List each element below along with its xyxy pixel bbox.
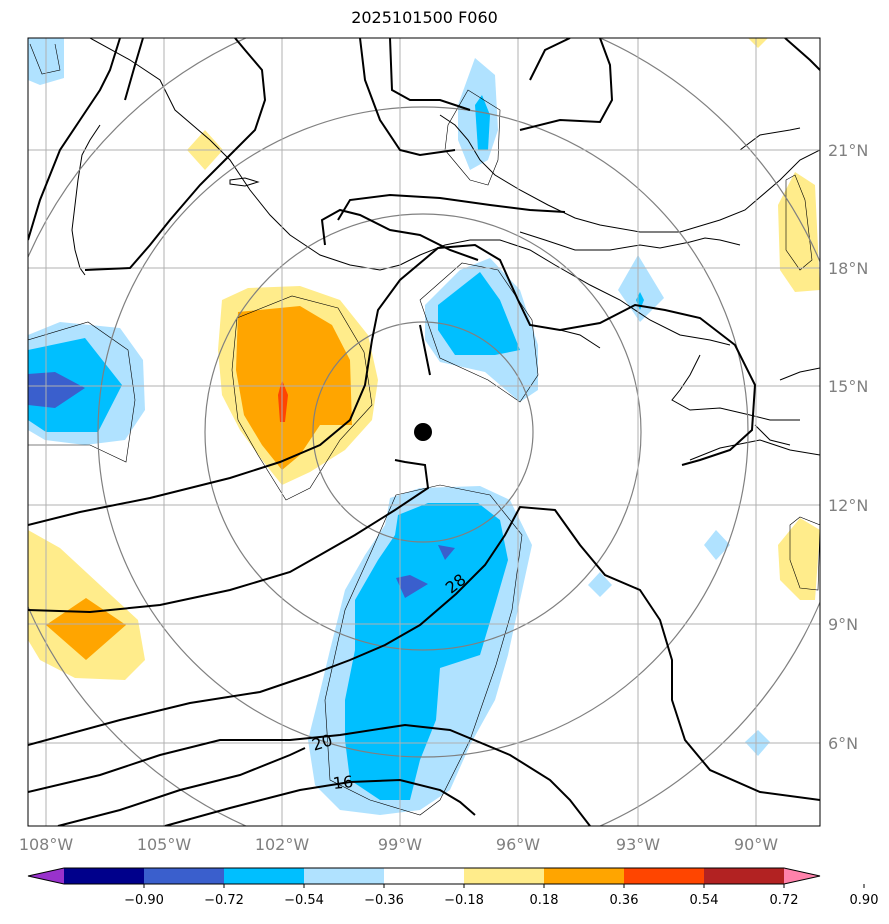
gridlines — [28, 38, 820, 826]
lon-label: 105°W — [137, 835, 192, 854]
map-area: 28 20 16 — [28, 38, 820, 826]
latitude-labels: 21°N 18°N 15°N 12°N 9°N 6°N — [828, 141, 868, 753]
lat-label: 15°N — [828, 377, 868, 396]
lat-label: 21°N — [828, 141, 868, 160]
colorbar-tick-label: −0.54 — [284, 893, 324, 908]
lat-label: 6°N — [828, 734, 858, 753]
contour-labels: 28 20 16 — [310, 570, 470, 793]
colorbar-tick-label: −0.18 — [444, 893, 484, 908]
contour-label-16: 16 — [332, 772, 354, 793]
colorbar-tick-label: −0.72 — [204, 893, 244, 908]
lon-label: 108°W — [19, 835, 74, 854]
lon-label: 93°W — [616, 835, 660, 854]
lon-label: 96°W — [496, 835, 540, 854]
colorbar: −0.90 −0.72 −0.54 −0.36 −0.18 0.18 0.36 0.54 0.7… — [27, 867, 879, 908]
lat-label: 18°N — [828, 259, 868, 278]
colorbar-swatch — [384, 868, 465, 884]
thin-contour-lines — [28, 43, 820, 816]
colorbar-tick-label: 0.90 — [850, 893, 879, 908]
range-rings — [28, 38, 820, 826]
map-frame — [27, 37, 821, 827]
colorbar-extend-high — [784, 868, 820, 884]
colorbar-tick-label: −0.36 — [364, 893, 404, 908]
colorbar-swatch — [144, 868, 225, 884]
colorbar-outline — [27, 867, 821, 885]
colorbar-tick-label: 0.54 — [690, 893, 719, 908]
lon-label: 102°W — [255, 835, 310, 854]
colorbar-tick-label: 0.18 — [530, 893, 559, 908]
colorbar-tick-label: −0.90 — [124, 893, 164, 908]
colorbar-swatch — [464, 868, 545, 884]
storm-center-marker — [414, 423, 432, 441]
colorbar-swatch — [64, 868, 145, 884]
lon-label: 99°W — [378, 835, 422, 854]
thick-contour-lines — [28, 38, 820, 826]
longitude-labels: 108°W 105°W 102°W 99°W 96°W 93°W 90°W — [19, 835, 778, 854]
colorbar-swatch — [704, 868, 785, 884]
colorbar-tick-label: 0.72 — [770, 893, 799, 908]
colorbar-extend-low — [28, 868, 64, 884]
colorbar-swatch — [544, 868, 625, 884]
lat-label: 9°N — [828, 615, 858, 634]
colorbar-tick-label: 0.36 — [610, 893, 639, 908]
map-title: 2025101500 F060 — [351, 8, 498, 27]
colorbar-swatch — [224, 868, 305, 884]
lon-label: 90°W — [734, 835, 778, 854]
colorbar-swatch — [624, 868, 705, 884]
lat-label: 12°N — [828, 496, 868, 515]
colorbar-swatch — [304, 868, 385, 884]
